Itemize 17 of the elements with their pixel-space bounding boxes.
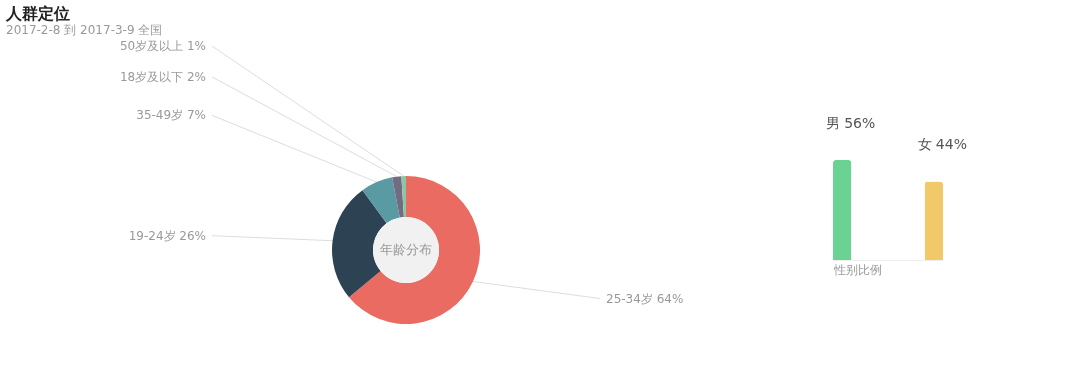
data-label: 44% (935, 136, 967, 153)
slice-label: 19-24岁 26% (128, 228, 206, 243)
slice-label: 50岁及以上 1% (119, 39, 206, 54)
x-tick-label: 女 (917, 136, 932, 153)
slice-label: 35-49岁 7% (136, 108, 206, 123)
donut-slice (362, 177, 400, 224)
donut-slice (401, 176, 406, 218)
slice-label: 25-34岁 64% (606, 291, 684, 306)
donut-slice (348, 176, 480, 324)
donut-slice (392, 176, 404, 218)
slice-label: 18岁及以下 2% (119, 69, 206, 84)
text: 年龄分布 (380, 242, 432, 257)
x-tick-label: 男 (826, 115, 841, 131)
chart-subtitle: 2017-2-8 到 2017-3-9 全国 (6, 23, 163, 38)
chart-title: 人群定位 (5, 4, 70, 24)
data-label: 56% (844, 115, 876, 131)
x-axis-title: 性别比例 (832, 262, 882, 277)
